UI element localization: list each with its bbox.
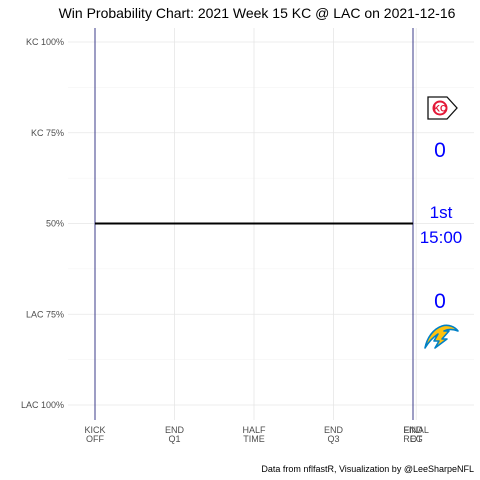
chart-caption: Data from nflfastR, Visualization by @Le… [261,464,474,474]
y-tick-label: KC 100% [26,37,64,47]
x-tick-label: END REG [403,425,423,444]
kc-logo-icon: KC [427,96,458,120]
y-tick-label: LAC 75% [26,309,64,319]
away-score: 0 [434,139,446,162]
x-tick-label: END Q1 [165,425,185,444]
y-axis-ticks: KC 100% KC 75% 50% LAC 75% LAC 100% [21,37,64,410]
y-tick-label: LAC 100% [21,400,64,410]
x-tick-label: END Q3 [324,425,344,444]
svg-text:KC: KC [434,104,447,114]
game-clock: 15:00 [420,228,463,247]
lac-logo-icon [424,324,459,349]
x-tick-label: KICK OFF [84,425,105,444]
x-tick-label: FINAL OT [403,425,429,444]
y-tick-label: 50% [46,219,64,229]
chart-title: Win Probability Chart: 2021 Week 15 KC @… [59,5,456,21]
x-tick-label: HALF TIME [242,425,266,444]
quarter-label: 1st [430,203,453,222]
home-score: 0 [434,290,446,313]
y-tick-label: KC 75% [31,128,64,138]
